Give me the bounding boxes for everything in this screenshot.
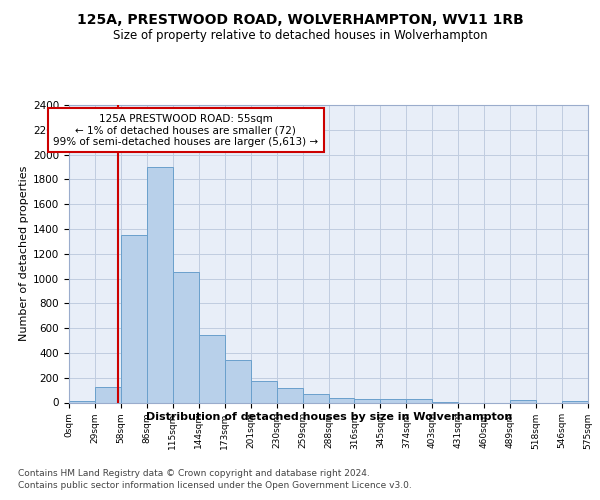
Bar xyxy=(562,400,588,402)
Text: Contains public sector information licensed under the Open Government Licence v3: Contains public sector information licen… xyxy=(18,481,412,490)
Bar xyxy=(406,400,432,402)
Bar xyxy=(95,387,121,402)
Text: 125A PRESTWOOD ROAD: 55sqm
← 1% of detached houses are smaller (72)
99% of semi-: 125A PRESTWOOD ROAD: 55sqm ← 1% of detac… xyxy=(53,114,319,147)
Text: 125A, PRESTWOOD ROAD, WOLVERHAMPTON, WV11 1RB: 125A, PRESTWOOD ROAD, WOLVERHAMPTON, WV1… xyxy=(77,12,523,26)
Bar xyxy=(173,272,199,402)
Bar xyxy=(69,400,95,402)
Bar xyxy=(251,382,277,402)
Bar xyxy=(121,235,147,402)
Bar xyxy=(147,167,173,402)
Bar xyxy=(302,394,329,402)
Bar xyxy=(277,388,302,402)
Text: Contains HM Land Registry data © Crown copyright and database right 2024.: Contains HM Land Registry data © Crown c… xyxy=(18,469,370,478)
Text: Size of property relative to detached houses in Wolverhampton: Size of property relative to detached ho… xyxy=(113,29,487,42)
Bar xyxy=(380,399,406,402)
Y-axis label: Number of detached properties: Number of detached properties xyxy=(19,166,29,342)
Bar xyxy=(510,400,536,402)
Bar xyxy=(329,398,355,402)
Text: Distribution of detached houses by size in Wolverhampton: Distribution of detached houses by size … xyxy=(146,412,512,422)
Bar xyxy=(225,360,251,403)
Bar xyxy=(199,335,224,402)
Bar xyxy=(355,399,380,402)
